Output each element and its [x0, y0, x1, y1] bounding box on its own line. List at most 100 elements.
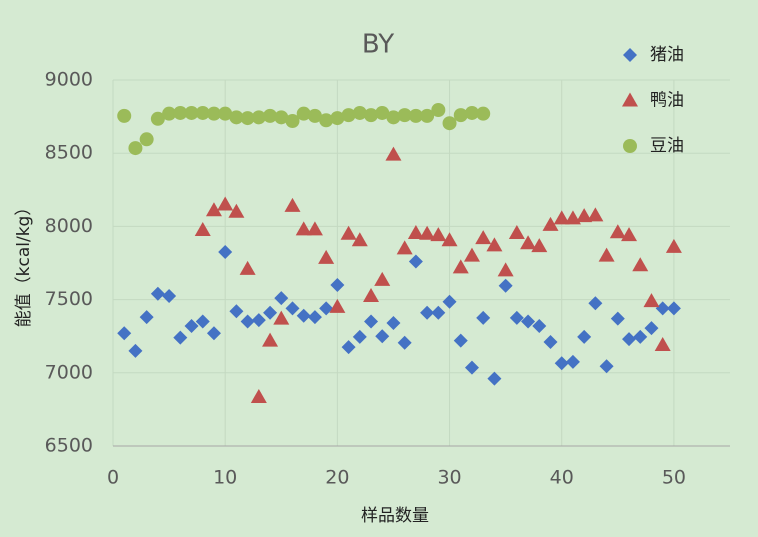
point — [330, 277, 345, 292]
point — [430, 227, 447, 242]
x-tick-label: 30 — [437, 467, 461, 489]
point — [543, 335, 558, 350]
point — [476, 310, 491, 325]
point — [441, 232, 458, 247]
point — [431, 103, 446, 118]
point — [251, 313, 266, 328]
point — [598, 247, 615, 262]
point — [117, 326, 132, 341]
point — [497, 262, 514, 277]
y-tick-label: 6500 — [45, 435, 93, 457]
point — [464, 360, 479, 375]
point — [206, 326, 221, 341]
point — [476, 106, 491, 121]
point — [420, 305, 435, 320]
y-tick-label: 8500 — [45, 142, 93, 164]
point — [599, 359, 614, 374]
legend-label: 猪油 — [650, 45, 684, 65]
point — [195, 105, 210, 120]
point — [633, 329, 648, 344]
point — [173, 105, 188, 120]
x-tick-label: 20 — [325, 467, 349, 489]
point — [364, 108, 379, 123]
point — [206, 106, 221, 121]
legend-marker — [622, 92, 638, 107]
point — [296, 106, 311, 121]
point — [329, 298, 346, 313]
point — [621, 227, 638, 242]
point — [644, 321, 659, 336]
point — [117, 108, 132, 123]
point — [442, 116, 457, 131]
y-tick-label: 7000 — [45, 361, 93, 383]
y-tick-label: 7500 — [45, 288, 93, 310]
x-tick-label: 50 — [662, 467, 686, 489]
y-tick-label: 9000 — [45, 69, 93, 91]
point — [263, 305, 278, 320]
point — [386, 110, 401, 125]
point — [262, 332, 279, 347]
point — [319, 113, 334, 128]
point — [250, 388, 267, 403]
point — [194, 222, 211, 237]
point — [240, 314, 255, 329]
point — [228, 203, 245, 218]
point — [330, 111, 345, 126]
point — [531, 238, 548, 253]
point — [274, 291, 289, 306]
point — [363, 287, 380, 302]
point — [173, 330, 188, 345]
point — [273, 310, 290, 325]
point — [341, 108, 356, 123]
point — [318, 249, 335, 264]
point — [508, 224, 525, 239]
point — [419, 225, 436, 240]
point — [251, 110, 266, 125]
point — [532, 318, 547, 333]
point — [588, 296, 603, 311]
point — [666, 301, 681, 316]
point — [274, 110, 289, 125]
y-axis-title: 能值（kcal/kg） — [14, 199, 34, 328]
point — [553, 210, 570, 225]
point — [655, 301, 670, 316]
point — [218, 106, 233, 121]
point — [654, 336, 671, 351]
point — [407, 224, 424, 239]
x-tick-label: 40 — [550, 467, 574, 489]
point — [498, 278, 513, 293]
point — [486, 237, 503, 252]
point — [464, 105, 479, 120]
point — [351, 232, 368, 247]
point — [296, 308, 311, 323]
point — [150, 286, 165, 301]
legend-label: 鸭油 — [650, 91, 684, 111]
point — [306, 221, 323, 236]
point — [609, 224, 626, 239]
point — [218, 245, 233, 260]
point — [385, 146, 402, 161]
point — [665, 238, 682, 253]
point — [139, 310, 154, 325]
point — [239, 260, 256, 275]
point — [487, 371, 502, 386]
point — [542, 216, 559, 231]
point — [397, 335, 412, 350]
point — [520, 235, 537, 250]
point — [521, 314, 536, 329]
point — [285, 301, 300, 316]
point — [643, 293, 660, 308]
point — [420, 108, 435, 123]
x-tick-label: 10 — [213, 467, 237, 489]
point — [576, 208, 593, 223]
point — [352, 329, 367, 344]
legend-marker — [623, 139, 637, 153]
point — [632, 257, 649, 272]
legend-marker — [623, 48, 637, 62]
point — [128, 343, 143, 358]
x-tick-label: 0 — [107, 467, 119, 489]
y-tick-label: 8000 — [45, 215, 93, 237]
point — [295, 221, 312, 236]
